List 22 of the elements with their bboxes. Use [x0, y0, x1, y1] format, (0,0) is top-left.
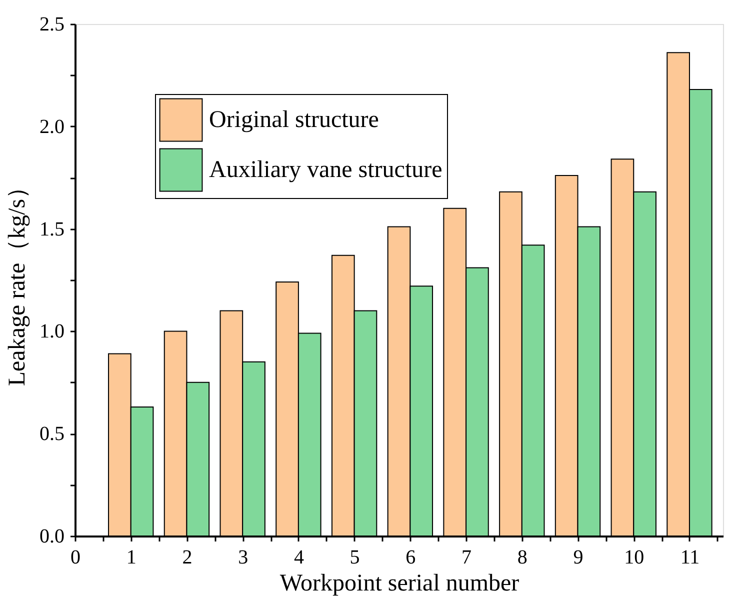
- x-tick-label: 5: [350, 546, 360, 568]
- x-tick-label: 7: [462, 546, 472, 568]
- y-axis-title: Leakage rate（kg/s）: [4, 174, 30, 386]
- x-tick-label: 4: [294, 546, 304, 568]
- legend-label: Auxiliary vane structure: [209, 157, 442, 183]
- y-tick-label: 1.0: [40, 320, 64, 343]
- y-tick-label: 0.5: [40, 423, 64, 446]
- legend-label: Original structure: [209, 107, 379, 133]
- x-tick-label: 10: [624, 546, 644, 568]
- x-axis-title: Workpoint serial number: [280, 570, 520, 596]
- y-tick-label: 1.5: [40, 218, 64, 240]
- x-tick-label: 11: [680, 546, 700, 568]
- x-tick-label: 8: [517, 546, 528, 568]
- x-tick-label: 3: [238, 546, 248, 568]
- x-tick-label: 0: [70, 546, 80, 568]
- x-tick-label: 6: [406, 546, 416, 568]
- y-tick-label: 0.0: [40, 526, 64, 548]
- x-tick-label: 1: [126, 546, 136, 568]
- y-tick-label: 2.5: [40, 14, 64, 36]
- y-tick-label: 2.0: [40, 116, 64, 138]
- x-tick-label: 2: [182, 546, 192, 568]
- x-tick-label: 9: [573, 546, 584, 568]
